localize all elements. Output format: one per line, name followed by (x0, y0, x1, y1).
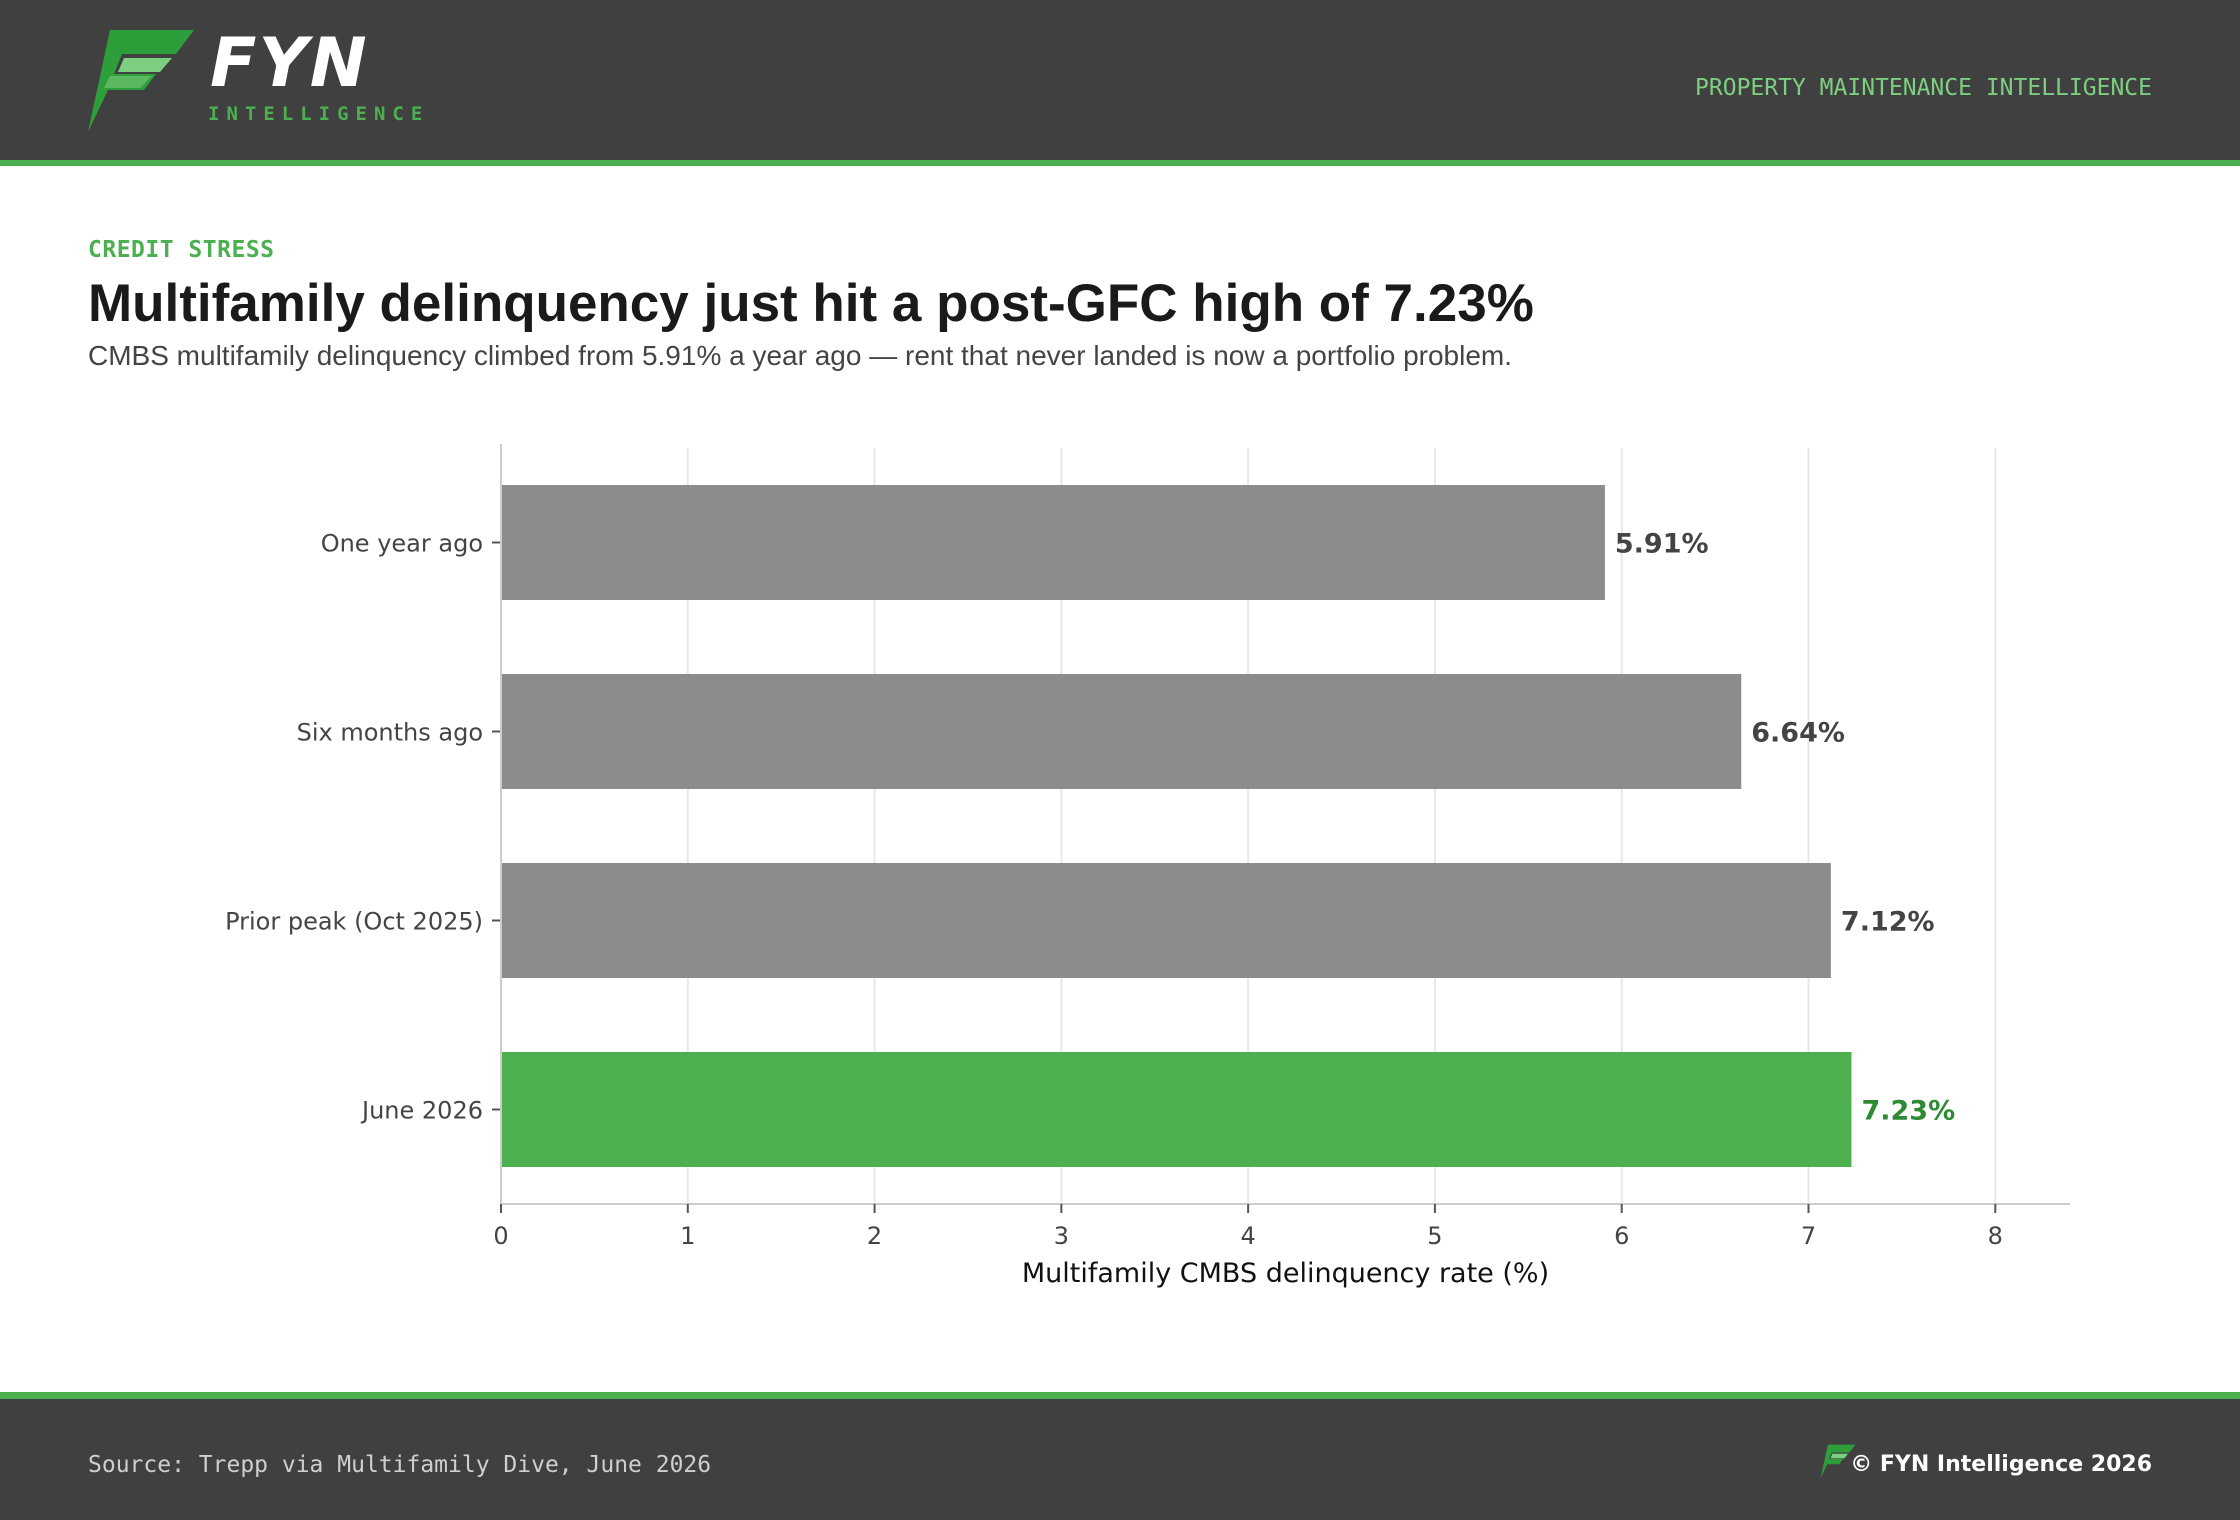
brand-logo-text: FYN (210, 24, 369, 103)
chart-title: Multifamily delinquency just hit a post-… (88, 274, 1534, 333)
bar (501, 485, 1605, 600)
data-label: 7.23% (1861, 1096, 1955, 1127)
category-label: June 2026 (360, 1097, 483, 1125)
x-tick-label: 4 (1241, 1222, 1256, 1250)
category-label: One year ago (321, 530, 483, 558)
x-tick-label: 7 (1801, 1222, 1816, 1250)
x-tick-label: 2 (867, 1222, 882, 1250)
bar-chart: 5.91% One year ago 6.64% Six months ago 7.12… (225, 444, 2070, 1289)
fyn-logo-icon (88, 30, 194, 132)
copyright-text: © FYN Intelligence 2026 (1850, 1452, 2152, 1477)
header-bar (0, 0, 2240, 160)
data-label: 7.12% (1841, 907, 1935, 938)
x-tick-label: 8 (1988, 1222, 2003, 1250)
x-tick-label: 6 (1614, 1222, 1629, 1250)
x-tick-label: 0 (493, 1222, 508, 1250)
data-label: 5.91% (1615, 529, 1709, 560)
x-tick-label: 1 (680, 1222, 695, 1250)
chart-subtitle: CMBS multifamily delinquency climbed fro… (88, 340, 1513, 371)
source-note: Source: Trepp via Multifamily Dive, June… (88, 1452, 712, 1478)
bar (501, 674, 1742, 789)
header-tagline: PROPERTY MAINTENANCE INTELLIGENCE (1695, 75, 2152, 101)
brand-subtitle: INTELLIGENCE (208, 103, 430, 125)
category-label: Six months ago (297, 719, 483, 747)
footer-bar (0, 1399, 2240, 1520)
x-tick-label: 3 (1054, 1222, 1069, 1250)
section-kicker: CREDIT STRESS (88, 237, 275, 263)
header-accent-rule (0, 160, 2240, 166)
x-tick-label: 5 (1427, 1222, 1442, 1250)
bar (501, 863, 1831, 978)
footer-accent-rule (0, 1392, 2240, 1399)
fyn-small-logo-icon (1820, 1444, 1856, 1478)
x-axis-title: Multifamily CMBS delinquency rate (%) (1022, 1258, 1549, 1289)
bar (501, 1052, 1852, 1167)
data-label: 6.64% (1751, 718, 1845, 749)
category-label: Prior peak (Oct 2025) (225, 908, 483, 936)
